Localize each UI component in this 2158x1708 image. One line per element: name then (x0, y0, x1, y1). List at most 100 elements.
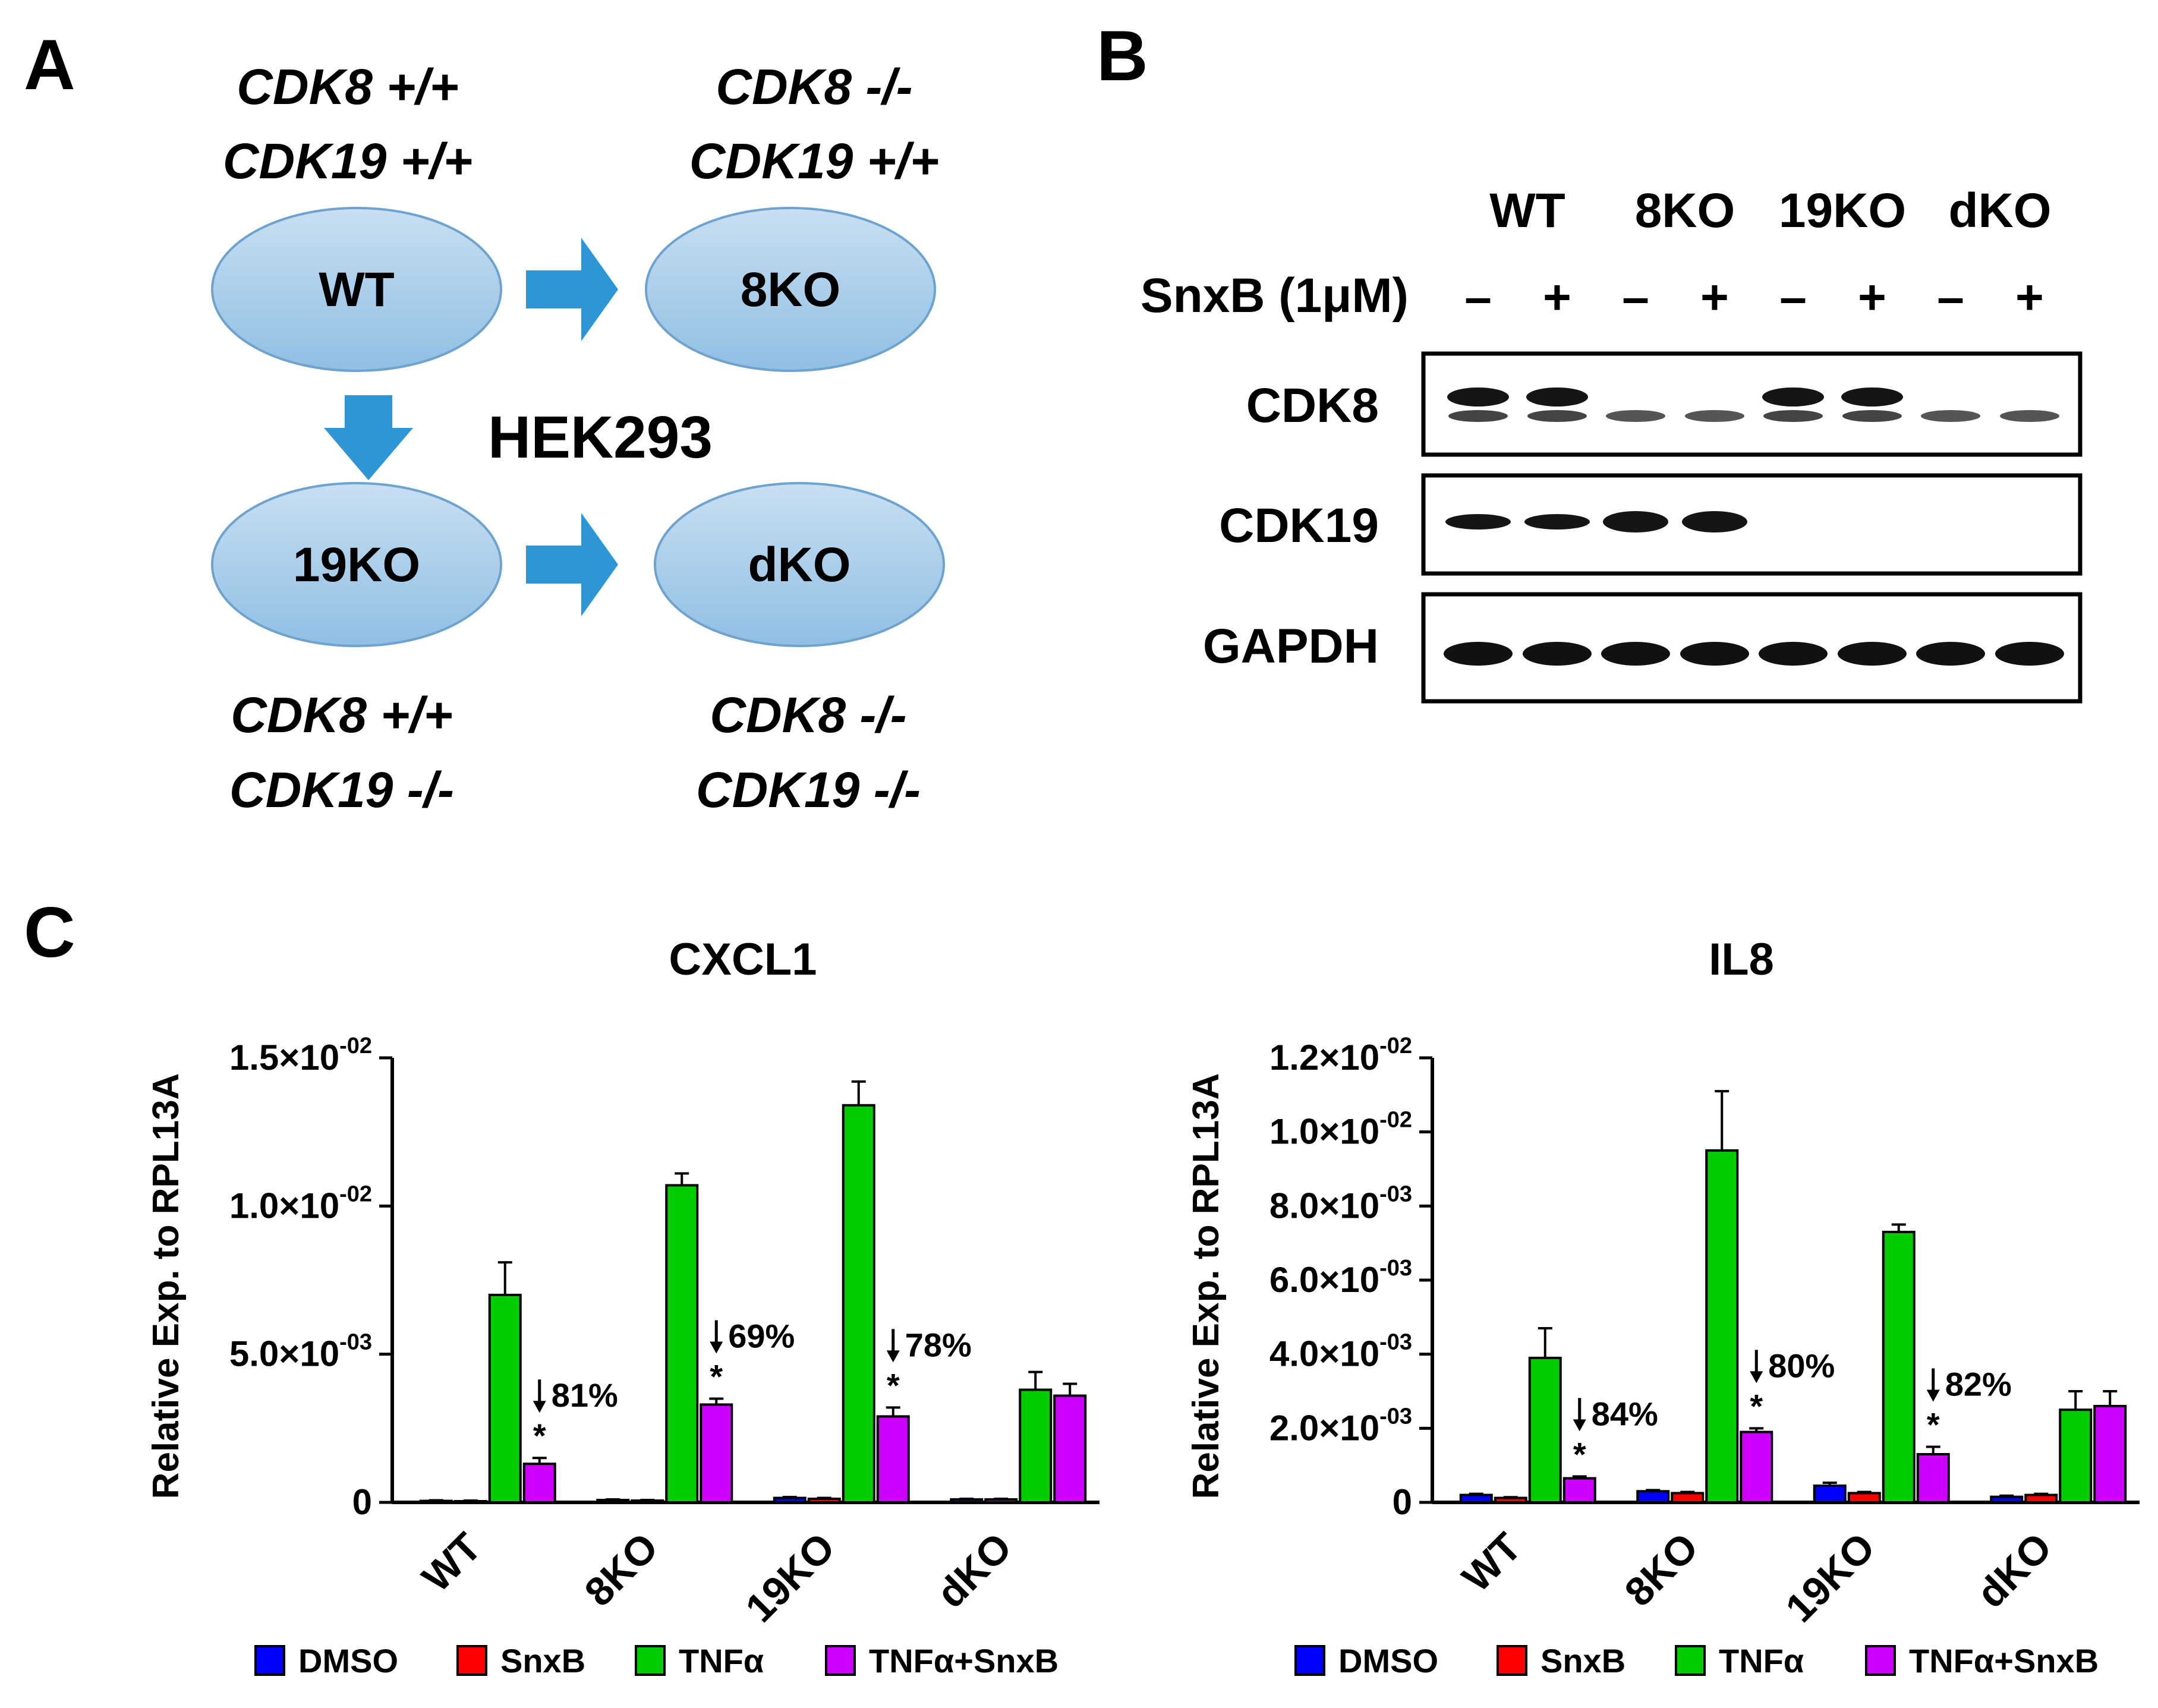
bar-dmso (1636, 1490, 1670, 1504)
y-axis-label: Relative Exp. to RPL13A (1186, 1073, 1227, 1499)
arrow-right-19ko-to-dko (526, 513, 618, 616)
bar-dmso (773, 1496, 807, 1504)
genotype-19ko-cdk19: CDK19 -/- (229, 762, 454, 818)
panel-a: A CDK8 +/+ CDK19 +/+ CDK8 -/- CDK19 +/+ … (24, 25, 945, 818)
band-cdk8-lower (2000, 410, 2059, 422)
significance-star: * (710, 1357, 723, 1395)
significance-star: * (1573, 1435, 1586, 1473)
bar-tnf-snxb (1916, 1452, 1950, 1504)
down-arrow-head-icon (886, 1350, 900, 1363)
down-arrow-head-icon (710, 1341, 723, 1354)
significance-star: * (533, 1417, 546, 1454)
treatment-signs: – + – + – + – + (1464, 270, 2044, 324)
x-tick-label: 8KO (576, 1524, 667, 1615)
band-cdk8-lower (1606, 410, 1665, 422)
chart-cxcl1: CXCL1 Relative Exp. to RPL13A 0 5.0×10-03 1.… (146, 934, 1100, 1679)
down-arrow-head-icon (1750, 1371, 1763, 1384)
chart-title: CXCL1 (669, 934, 817, 985)
blot-group-dko: dKO (1948, 184, 2051, 238)
down-arrow-head-icon (533, 1401, 546, 1413)
y-tick-label: 1.2×10-02 (1269, 1033, 1412, 1077)
percent-reduction: 69% (728, 1317, 795, 1354)
ellipse-dko (654, 482, 945, 647)
band-gapdh (1916, 642, 1985, 666)
band-gapdh (1838, 642, 1907, 666)
bar-snxb (1671, 1492, 1705, 1504)
percent-reduction: 78% (905, 1326, 972, 1363)
x-tick-label: 19KO (1777, 1524, 1883, 1631)
band-cdk19 (1524, 514, 1590, 530)
bar-tnf-snxb (700, 1403, 733, 1504)
treatment-sign: + (1543, 270, 1571, 324)
y-tick-label: 1.0×10-02 (229, 1181, 372, 1225)
x-tick-label: WT (414, 1524, 490, 1600)
legend-label: DMSO (1338, 1642, 1438, 1679)
bar-tnf-snxb (522, 1463, 556, 1504)
genotype-8ko-cdk8: CDK8 -/- (716, 59, 912, 115)
y-tick-label: 1.5×10-02 (229, 1033, 372, 1077)
bar-tnf- (842, 1104, 875, 1504)
bar-tnf- (1882, 1230, 1916, 1504)
band-cdk8-upper (1526, 387, 1588, 406)
band-gapdh (1995, 642, 2064, 666)
legend-swatch (254, 1645, 285, 1676)
bar-snxb (984, 1498, 1018, 1504)
ellipse-label-8ko: 8KO (741, 263, 841, 317)
bar-dmso (1990, 1495, 2024, 1504)
band-cdk19 (1603, 511, 1668, 532)
significance-star: * (887, 1366, 900, 1404)
y-tick-label: 0 (352, 1482, 372, 1522)
bar-snxb (2024, 1493, 2058, 1504)
cell-line-label: HEK293 (488, 404, 713, 471)
legend-label: TNFα+SnxB (1909, 1642, 2099, 1679)
percent-reduction: 81% (552, 1376, 618, 1414)
bar-tnf- (1705, 1149, 1739, 1504)
legend-label: TNFα+SnxB (869, 1642, 1058, 1679)
bar-snxb (1847, 1492, 1881, 1504)
blot-group-wt: WT (1489, 184, 1565, 238)
percent-reduction: 84% (1592, 1395, 1658, 1432)
legend-label: TNFα (679, 1642, 764, 1679)
panel-b: B WT 8KO 19KO dKO SnxB (1μM) – + – + – + – + CD… (1097, 16, 2083, 704)
bar-tnf- (2059, 1408, 2093, 1504)
genotype-wt-cdk19: CDK19 +/+ (223, 133, 472, 189)
bar-tnf- (1019, 1388, 1053, 1504)
chart-title: IL8 (1709, 934, 1774, 985)
band-cdk8-upper (1762, 387, 1824, 406)
bar-dmso (1813, 1484, 1847, 1504)
treatment-sign: + (1858, 270, 1886, 324)
bar-tnf-snxb (1740, 1430, 1773, 1504)
blot-frame-cdk8 (1421, 351, 2083, 457)
bar-tnf- (1528, 1356, 1562, 1504)
y-tick-label: 1.0×10-02 (1269, 1108, 1412, 1152)
x-tick-label: 19KO (737, 1524, 843, 1631)
treatment-sign: – (1622, 270, 1649, 324)
legend-label: SnxB (500, 1642, 585, 1679)
bar-snxb (807, 1498, 841, 1504)
y-tick-label: 5.0×10-03 (229, 1330, 372, 1374)
y-axis-label: Relative Exp. to RPL13A (146, 1073, 187, 1499)
panel-b-label: B (1097, 16, 1148, 96)
legend-swatch (635, 1645, 666, 1676)
treatment-sign: – (1937, 270, 1964, 324)
bar-tnf-snxb (1053, 1394, 1087, 1504)
bar-snxb (631, 1499, 664, 1504)
legend-swatch (456, 1645, 487, 1676)
x-tick-label: dKO (928, 1524, 1020, 1616)
treatment-sign: + (1700, 270, 1729, 324)
band-cdk19 (1682, 511, 1747, 532)
y-tick-label: 0 (1393, 1482, 1412, 1522)
band-cdk8-lower (1921, 410, 1980, 422)
percent-reduction: 80% (1768, 1347, 1835, 1384)
treatment-sign: + (2015, 270, 2044, 324)
bar-snxb (453, 1500, 487, 1505)
x-tick-label: dKO (1968, 1524, 2061, 1616)
ellipse-8ko (645, 207, 936, 372)
bar-dmso (596, 1499, 630, 1504)
band-cdk8-lower (1842, 410, 1902, 422)
band-gapdh (1680, 642, 1749, 666)
percent-reduction: 82% (1945, 1366, 2012, 1403)
band-cdk8-lower (1527, 410, 1587, 422)
genotype-wt-cdk8: CDK8 +/+ (237, 59, 459, 115)
significance-star: * (1927, 1406, 1940, 1444)
